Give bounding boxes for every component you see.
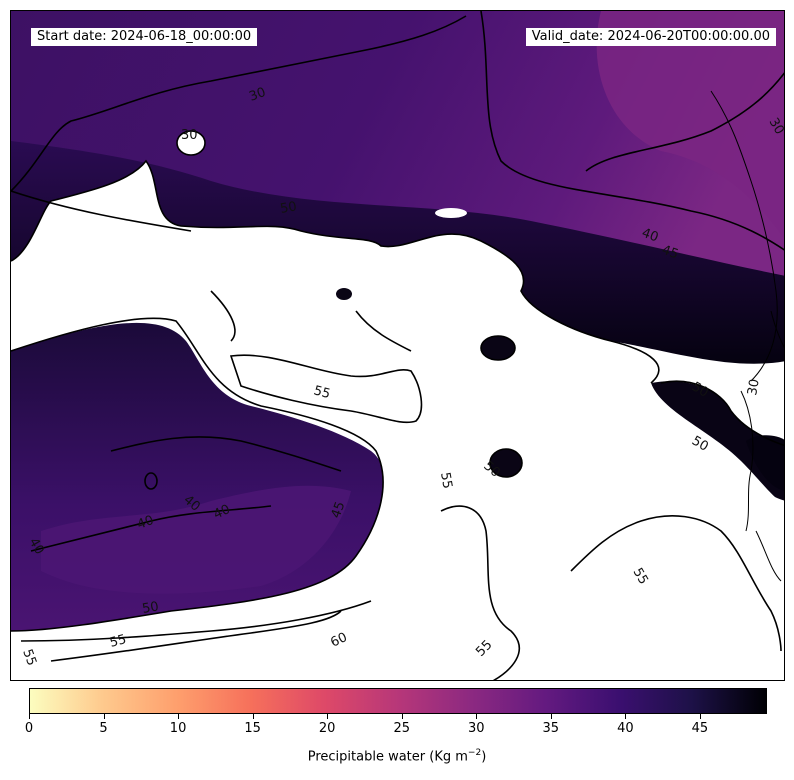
colorbar-tick-label: 0	[24, 721, 34, 736]
contour-label: 60	[328, 630, 349, 651]
contour-label: 40	[26, 536, 47, 558]
colorbar-tick	[252, 714, 254, 719]
colorbar	[29, 688, 767, 714]
contour-label: 55	[108, 632, 128, 651]
colorbar-title: Precipitable water (Kg m−2)	[0, 748, 794, 764]
contour-label: 50	[689, 379, 711, 400]
colorbar-tick-label: 35	[542, 721, 560, 736]
precipitable-water-map: 30 30 40 45 50 55 50 50 55 50 55 45 40 4…	[11, 11, 784, 680]
colorbar-tick	[103, 714, 105, 719]
contour-label: 55	[19, 647, 39, 668]
coastlines	[710, 90, 784, 582]
contour-label: 40	[135, 513, 156, 533]
contour-label: 50	[279, 199, 298, 217]
dark-blob-3	[336, 288, 352, 300]
colorbar-tick	[178, 714, 180, 719]
contour-label: 30	[745, 378, 763, 397]
white-island-top	[177, 131, 205, 155]
contour-label: 40	[640, 226, 661, 246]
contour-label: 30	[181, 128, 198, 143]
colorbar-tick	[327, 714, 329, 719]
colorbar-title-end: )	[481, 749, 487, 765]
contour-label: 45	[660, 243, 681, 263]
colorbar-tick-label: 15	[244, 721, 261, 736]
start-date-label: Start date: 2024-06-18_00:00:00	[31, 28, 258, 46]
colorbar-tick-label: 10	[169, 721, 187, 736]
colorbar-tick-label: 30	[467, 721, 485, 736]
contour-label: 50	[689, 433, 711, 454]
contour-label: 30	[247, 85, 268, 105]
dark-blob-4	[746, 435, 784, 491]
contour-label: 55	[630, 566, 651, 588]
dark-blob-1	[490, 449, 522, 477]
top-right-field	[596, 11, 784, 239]
colorbar-tick-label: 45	[691, 721, 709, 736]
contour-label: 50	[141, 599, 160, 617]
contour-lines	[11, 11, 784, 680]
left-field-inner	[41, 485, 351, 594]
valid-date-label: Valid_date: 2024-06-20T00:00:00.00	[525, 28, 776, 46]
colorbar-title-sup: −2	[467, 748, 482, 758]
colorbar-tick-label: 5	[99, 721, 108, 736]
colorbar-tick-label: 40	[617, 721, 634, 736]
map-panel: 30 30 40 45 50 55 50 50 55 50 55 45 40 4…	[10, 10, 785, 681]
colorbar-tick	[625, 714, 627, 719]
colorbar-tick-label: 20	[318, 721, 336, 736]
colorbar-tick	[401, 714, 403, 719]
contour-label: 45	[329, 500, 349, 521]
white-island-topband	[435, 208, 467, 218]
colorbar-tick	[699, 714, 701, 719]
contour-label: 55	[312, 383, 332, 402]
contour-label: 55	[437, 471, 455, 490]
white-region-central	[11, 161, 784, 680]
contour-label: 40	[211, 502, 232, 523]
colorbar-tick	[550, 714, 552, 719]
colorbar-title-text: Precipitable water (Kg m	[307, 749, 468, 765]
colorbar-tick	[29, 714, 30, 719]
colorbar-tick	[476, 714, 478, 719]
colorbar-tick-label: 25	[393, 721, 410, 736]
dark-blob-2	[481, 336, 515, 360]
